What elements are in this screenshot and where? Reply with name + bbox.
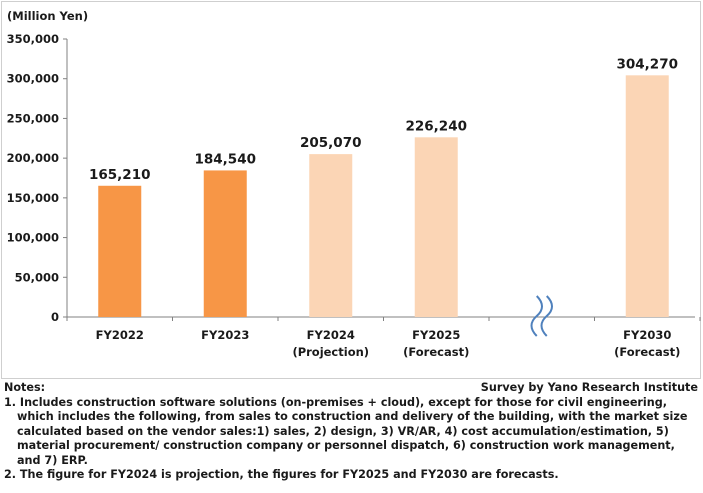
note-item-2: 2. The figure for FY2024 is projection, … — [4, 468, 559, 481]
notes-title: Notes: — [4, 381, 46, 394]
y-tick-label: 100,000 — [7, 231, 59, 245]
axis-break-icon — [530, 295, 543, 337]
x-tick-label: (Forecast) — [614, 345, 680, 359]
x-tick-label: FY2024 — [307, 328, 355, 342]
y-tick-label: 200,000 — [7, 151, 59, 165]
x-tick-label: FY2023 — [201, 328, 249, 342]
x-tick-label: (Forecast) — [403, 345, 469, 359]
x-tick-label: FY2030 — [623, 328, 671, 342]
data-label: 304,270 — [617, 56, 679, 72]
bar — [625, 75, 669, 317]
bar — [203, 170, 247, 317]
x-tick-label: FY2022 — [96, 328, 144, 342]
y-tick-label: 300,000 — [7, 72, 59, 86]
chart-frame — [1, 1, 701, 379]
data-label: 184,540 — [195, 151, 257, 167]
y-unit-label: (Million Yen) — [7, 9, 88, 23]
y-tick-label: 0 — [51, 310, 59, 324]
data-label: 205,070 — [300, 135, 362, 151]
y-tick-label: 350,000 — [7, 32, 59, 46]
bar — [309, 154, 353, 317]
bar-chart: (Million Yen) 0 50,000 100,000 150,000 200,00… — [7, 9, 701, 359]
x-tick-label: (Projection) — [292, 345, 369, 359]
y-tick-label: 250,000 — [7, 111, 59, 125]
bar — [98, 185, 142, 317]
note-item-1: 1. Includes construction software soluti… — [4, 395, 688, 467]
data-label: 165,210 — [89, 167, 151, 183]
y-tick-label: 50,000 — [15, 270, 59, 284]
notes-header: Notes: Survey by Yano Research Institute — [4, 381, 701, 396]
notes-section: Notes: Survey by Yano Research Institute… — [4, 381, 701, 483]
bar — [414, 137, 458, 317]
data-label: 226,240 — [406, 118, 468, 134]
source-credit: Survey by Yano Research Institute — [480, 381, 698, 394]
x-tick-label: FY2025 — [412, 328, 460, 342]
y-tick-label: 150,000 — [7, 191, 59, 205]
axis-break-icon — [540, 295, 553, 337]
